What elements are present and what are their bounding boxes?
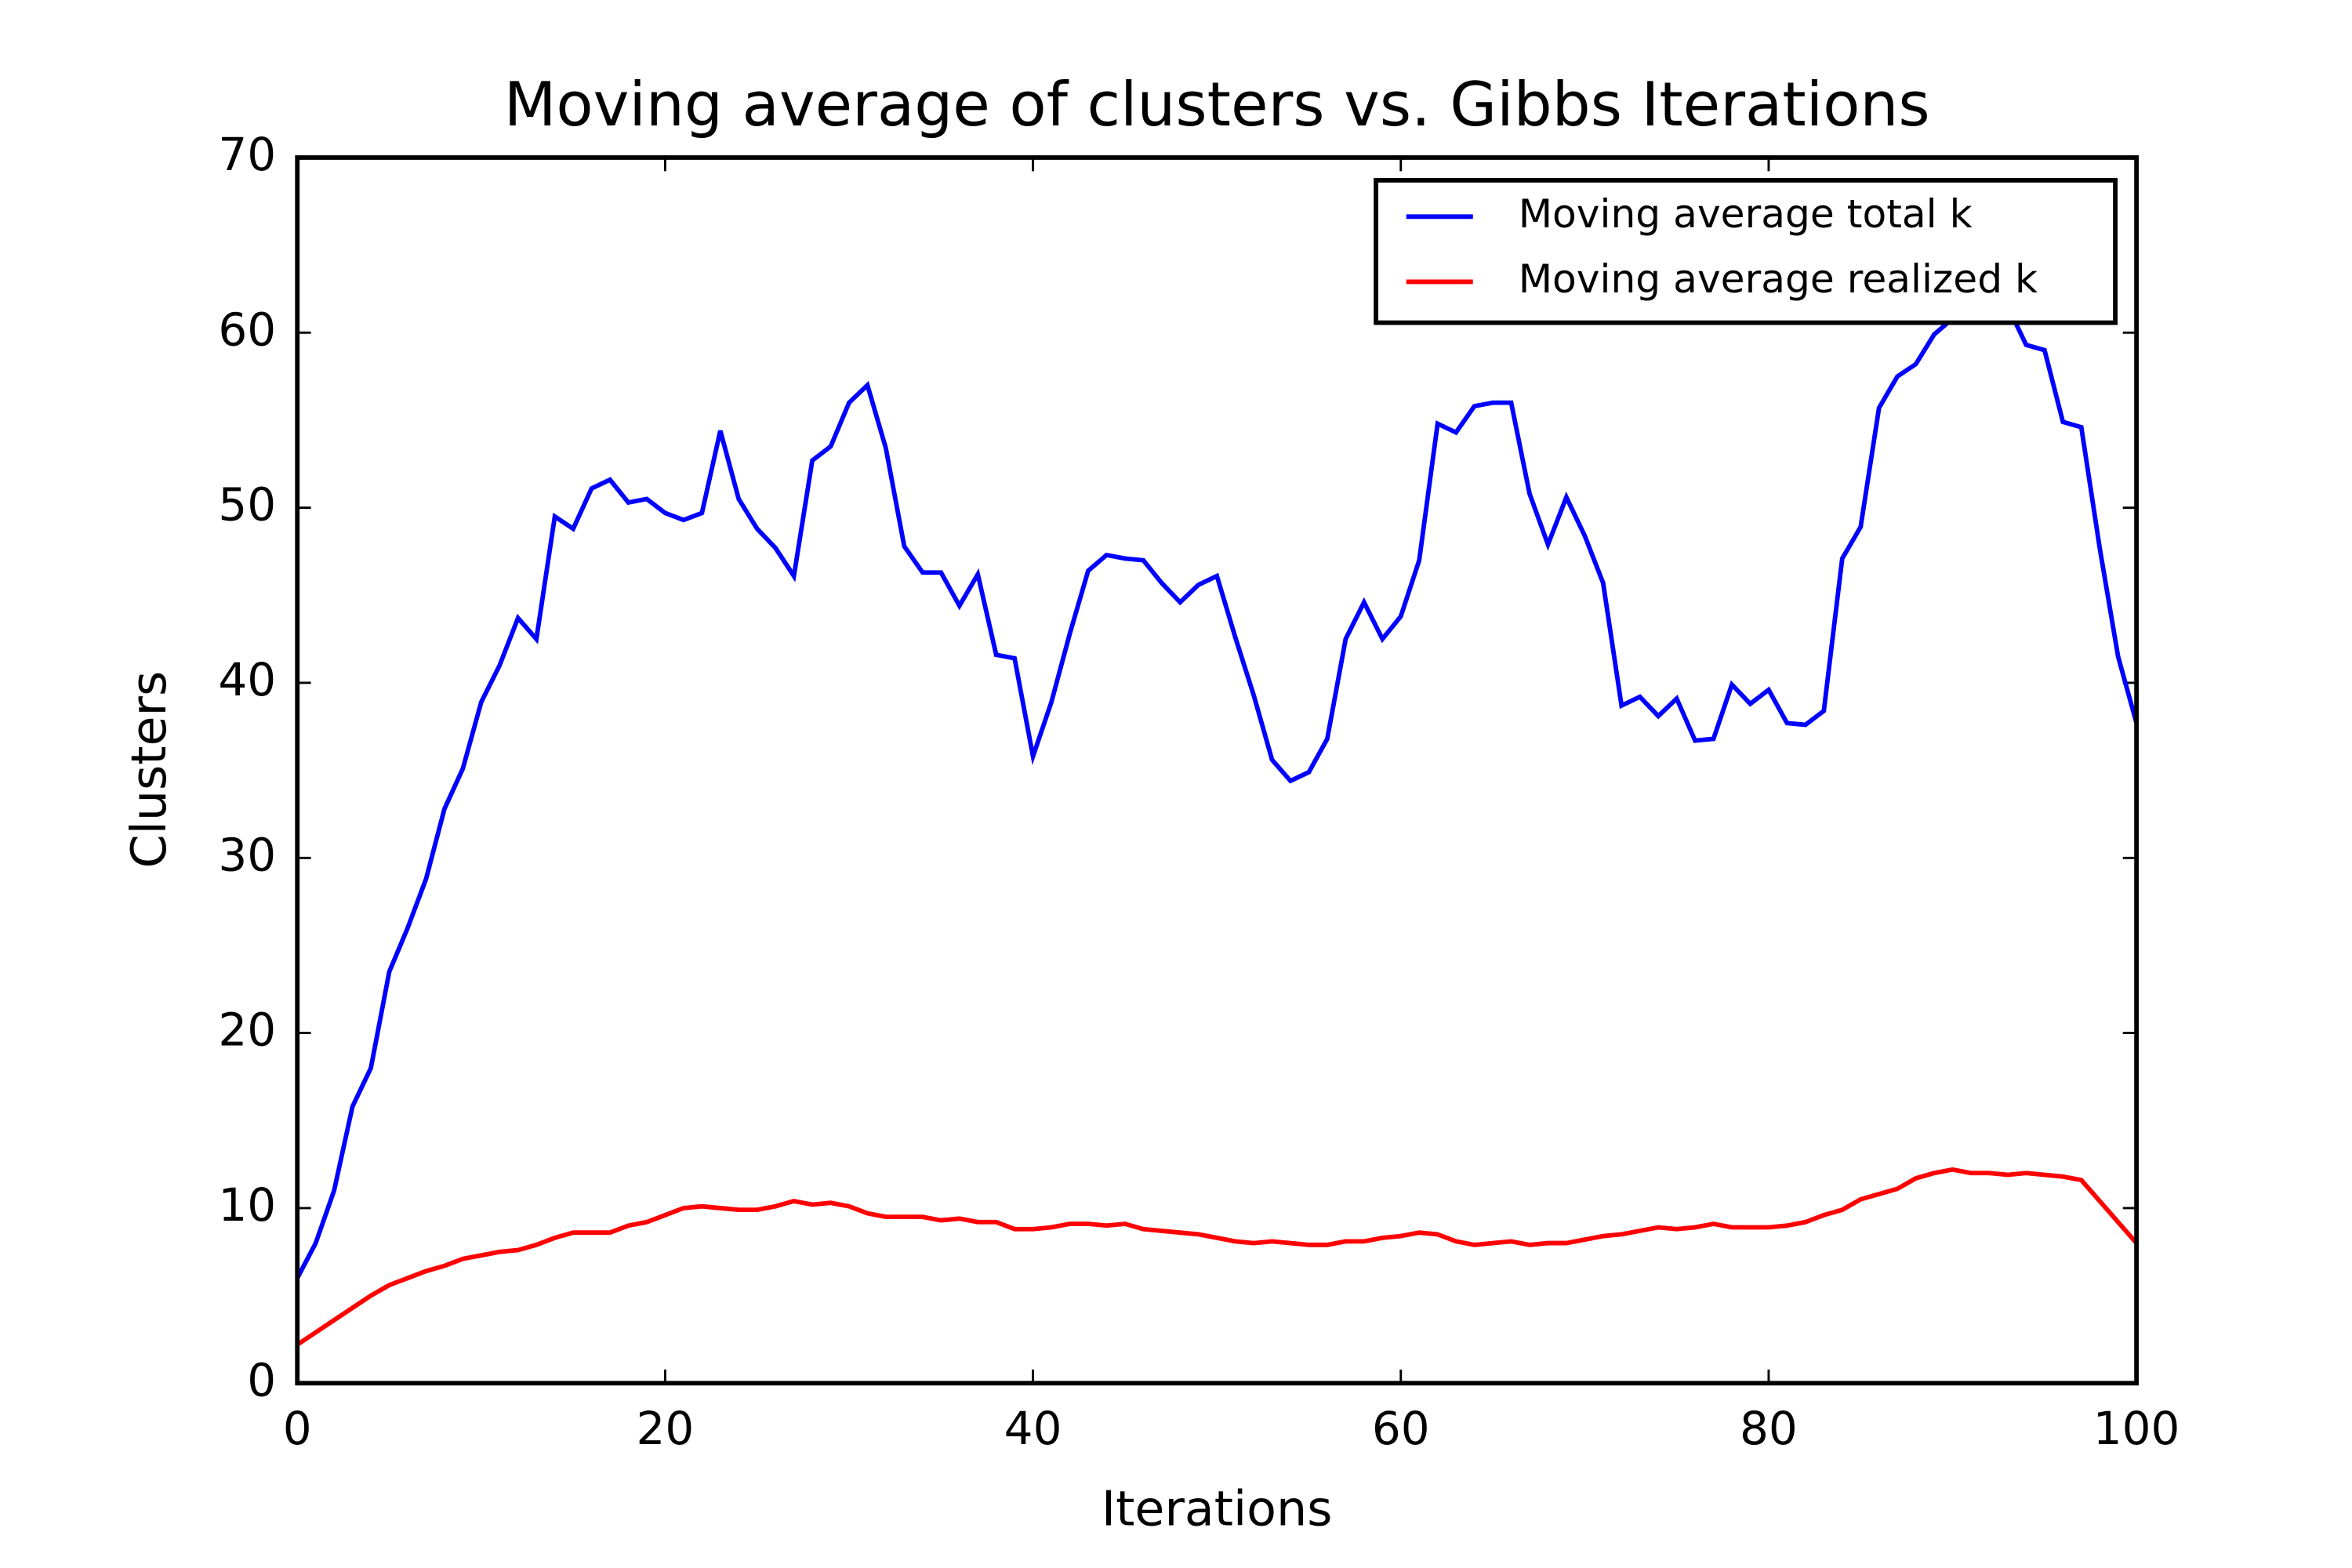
y-tick-label: 30	[218, 828, 276, 881]
y-tick-label: 60	[218, 303, 276, 356]
y-tick-label: 0	[247, 1353, 276, 1406]
data-line	[297, 1167, 2137, 1347]
legend: Moving average total k Moving average rea…	[1374, 178, 2118, 325]
x-tick-label: 0	[283, 1402, 312, 1455]
data-line	[297, 303, 2137, 1279]
legend-box	[1374, 178, 2118, 325]
chart-title: Moving average of clusters vs. Gibbs Ite…	[504, 70, 1930, 140]
y-axis-label: Clusters	[121, 671, 177, 869]
x-tick-label: 60	[1372, 1402, 1430, 1455]
y-tick-label: 40	[218, 653, 276, 706]
plot-frame	[295, 155, 2140, 1386]
y-tick-label: 70	[218, 128, 276, 181]
legend-label: Moving average total k	[1519, 191, 1973, 237]
x-tick-label: 80	[1740, 1402, 1798, 1455]
x-tick-label: 20	[637, 1402, 695, 1455]
y-tick-label: 10	[218, 1178, 276, 1232]
x-axis-label: Iterations	[1102, 1481, 1332, 1537]
x-tick-label: 40	[1004, 1402, 1062, 1455]
x-tick-label: 100	[2093, 1402, 2180, 1455]
y-tick-label: 20	[218, 1004, 276, 1057]
legend-label: Moving average realized k	[1519, 256, 2038, 302]
y-tick-label: 50	[218, 478, 276, 532]
